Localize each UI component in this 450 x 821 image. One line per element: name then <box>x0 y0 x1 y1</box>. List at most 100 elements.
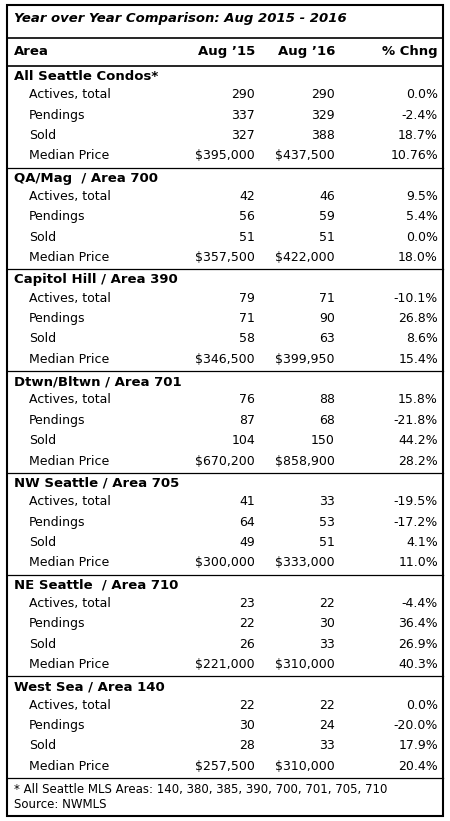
Text: 63: 63 <box>319 333 335 346</box>
Text: 20.4%: 20.4% <box>398 759 438 773</box>
Text: 18.7%: 18.7% <box>398 129 438 142</box>
Text: West Sea / Area 140: West Sea / Area 140 <box>14 681 165 693</box>
Text: $257,500: $257,500 <box>195 759 255 773</box>
Text: 28.2%: 28.2% <box>398 455 438 467</box>
Text: Median Price: Median Price <box>29 353 109 366</box>
Text: 87: 87 <box>239 414 255 427</box>
Text: 17.9%: 17.9% <box>398 740 438 752</box>
Text: -17.2%: -17.2% <box>394 516 438 529</box>
Text: 88: 88 <box>319 393 335 406</box>
Text: 28: 28 <box>239 740 255 752</box>
Text: 71: 71 <box>239 312 255 325</box>
Text: Actives, total: Actives, total <box>29 393 111 406</box>
Text: 53: 53 <box>319 516 335 529</box>
Text: $395,000: $395,000 <box>195 149 255 163</box>
Text: All Seattle Condos*: All Seattle Condos* <box>14 70 158 83</box>
Text: $310,000: $310,000 <box>275 759 335 773</box>
Text: 290: 290 <box>311 89 335 101</box>
Text: Capitol Hill / Area 390: Capitol Hill / Area 390 <box>14 273 178 287</box>
Text: 51: 51 <box>319 536 335 549</box>
Text: -4.4%: -4.4% <box>402 597 438 610</box>
Text: Area: Area <box>14 45 49 58</box>
Text: Sold: Sold <box>29 333 56 346</box>
Text: QA/Mag  / Area 700: QA/Mag / Area 700 <box>14 172 158 185</box>
Text: 290: 290 <box>231 89 255 101</box>
Text: 0.0%: 0.0% <box>406 231 438 244</box>
Text: Median Price: Median Price <box>29 557 109 569</box>
Text: 64: 64 <box>239 516 255 529</box>
Text: $221,000: $221,000 <box>195 658 255 671</box>
Text: 0.0%: 0.0% <box>406 89 438 101</box>
Text: $670,200: $670,200 <box>195 455 255 467</box>
Text: 22: 22 <box>319 699 335 712</box>
Text: Pendings: Pendings <box>29 617 86 631</box>
Text: % Chng: % Chng <box>382 45 438 58</box>
Text: 49: 49 <box>239 536 255 549</box>
Text: Median Price: Median Price <box>29 759 109 773</box>
Text: 30: 30 <box>319 617 335 631</box>
Text: 42: 42 <box>239 190 255 203</box>
Text: 337: 337 <box>231 108 255 122</box>
Text: 9.5%: 9.5% <box>406 190 438 203</box>
Text: 4.1%: 4.1% <box>406 536 438 549</box>
Text: -10.1%: -10.1% <box>394 291 438 305</box>
Text: 68: 68 <box>319 414 335 427</box>
Text: Actives, total: Actives, total <box>29 89 111 101</box>
Text: Actives, total: Actives, total <box>29 495 111 508</box>
Text: 327: 327 <box>231 129 255 142</box>
Text: Actives, total: Actives, total <box>29 190 111 203</box>
Text: Sold: Sold <box>29 231 56 244</box>
Text: 18.0%: 18.0% <box>398 251 438 264</box>
Text: Pendings: Pendings <box>29 414 86 427</box>
Text: Year over Year Comparison: Aug 2015 - 2016: Year over Year Comparison: Aug 2015 - 20… <box>14 12 347 25</box>
Text: 22: 22 <box>239 699 255 712</box>
Text: 15.4%: 15.4% <box>398 353 438 366</box>
Text: 76: 76 <box>239 393 255 406</box>
Text: 329: 329 <box>311 108 335 122</box>
Text: NE Seattle  / Area 710: NE Seattle / Area 710 <box>14 579 178 592</box>
Text: $310,000: $310,000 <box>275 658 335 671</box>
Text: 5.4%: 5.4% <box>406 210 438 223</box>
Text: $333,000: $333,000 <box>275 557 335 569</box>
Text: Sold: Sold <box>29 536 56 549</box>
Text: Median Price: Median Price <box>29 149 109 163</box>
Text: 90: 90 <box>319 312 335 325</box>
Text: 56: 56 <box>239 210 255 223</box>
Text: 71: 71 <box>319 291 335 305</box>
Text: Median Price: Median Price <box>29 658 109 671</box>
Text: 58: 58 <box>239 333 255 346</box>
Text: 33: 33 <box>319 638 335 650</box>
Text: 30: 30 <box>239 719 255 732</box>
Text: 51: 51 <box>239 231 255 244</box>
Text: 23: 23 <box>239 597 255 610</box>
Text: $437,500: $437,500 <box>275 149 335 163</box>
Text: 44.2%: 44.2% <box>398 434 438 447</box>
Text: Aug ’15: Aug ’15 <box>198 45 255 58</box>
Text: Pendings: Pendings <box>29 516 86 529</box>
Text: * All Seattle MLS Areas: 140, 380, 385, 390, 700, 701, 705, 710: * All Seattle MLS Areas: 140, 380, 385, … <box>14 783 387 796</box>
Text: Pendings: Pendings <box>29 210 86 223</box>
Text: 46: 46 <box>319 190 335 203</box>
Text: Actives, total: Actives, total <box>29 597 111 610</box>
Text: 104: 104 <box>231 434 255 447</box>
Text: Dtwn/Bltwn / Area 701: Dtwn/Bltwn / Area 701 <box>14 375 182 388</box>
Text: Median Price: Median Price <box>29 251 109 264</box>
Text: Sold: Sold <box>29 638 56 650</box>
Text: 26: 26 <box>239 638 255 650</box>
Text: 79: 79 <box>239 291 255 305</box>
Text: $858,900: $858,900 <box>275 455 335 467</box>
Text: 0.0%: 0.0% <box>406 699 438 712</box>
Text: 33: 33 <box>319 495 335 508</box>
Text: -20.0%: -20.0% <box>394 719 438 732</box>
Text: 8.6%: 8.6% <box>406 333 438 346</box>
Text: 26.9%: 26.9% <box>398 638 438 650</box>
Text: Actives, total: Actives, total <box>29 699 111 712</box>
Text: Sold: Sold <box>29 434 56 447</box>
Text: -21.8%: -21.8% <box>394 414 438 427</box>
Text: $300,000: $300,000 <box>195 557 255 569</box>
Text: Median Price: Median Price <box>29 455 109 467</box>
Text: 10.76%: 10.76% <box>390 149 438 163</box>
Text: Aug ’16: Aug ’16 <box>278 45 335 58</box>
Text: Source: NWMLS: Source: NWMLS <box>14 798 107 811</box>
Text: 388: 388 <box>311 129 335 142</box>
